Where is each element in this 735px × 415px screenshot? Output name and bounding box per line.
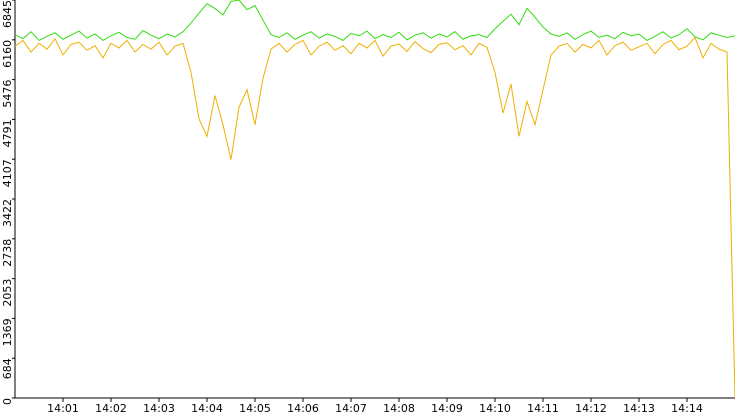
- y-tick-label: 6845: [1, 0, 14, 28]
- x-tick-label: 14:06: [287, 402, 319, 415]
- y-tick-label: 4791: [1, 119, 14, 147]
- series-line: [14, 36, 735, 399]
- x-tick-label: 14:11: [527, 402, 559, 415]
- y-tick-label: 3422: [1, 199, 14, 227]
- x-tick-label: 14:01: [47, 402, 79, 415]
- x-tick-label: 14:12: [575, 402, 607, 415]
- x-tick-label: 14:08: [383, 402, 415, 415]
- y-tick-label: 4107: [1, 159, 14, 187]
- x-tick-label: 14:09: [431, 402, 463, 415]
- y-tick-label: 6160: [1, 40, 14, 68]
- x-tick-label: 14:14: [671, 402, 703, 415]
- x-tick-label: 14:05: [239, 402, 271, 415]
- x-tick-label: 14:04: [191, 402, 223, 415]
- x-tick-label: 14:02: [95, 402, 127, 415]
- x-tick-label: 14:03: [143, 402, 175, 415]
- y-tick-label: 0: [1, 398, 14, 405]
- y-tick-label: 1369: [1, 318, 14, 346]
- x-tick-label: 14:13: [623, 402, 655, 415]
- x-tick-label: 14:10: [479, 402, 511, 415]
- y-tick-label: 5476: [1, 80, 14, 108]
- series-line: [14, 0, 735, 42]
- y-tick-label: 2738: [1, 239, 14, 267]
- x-tick-label: 14:07: [335, 402, 367, 415]
- y-tick-label: 2053: [1, 279, 14, 307]
- y-tick-label: 684: [1, 358, 14, 379]
